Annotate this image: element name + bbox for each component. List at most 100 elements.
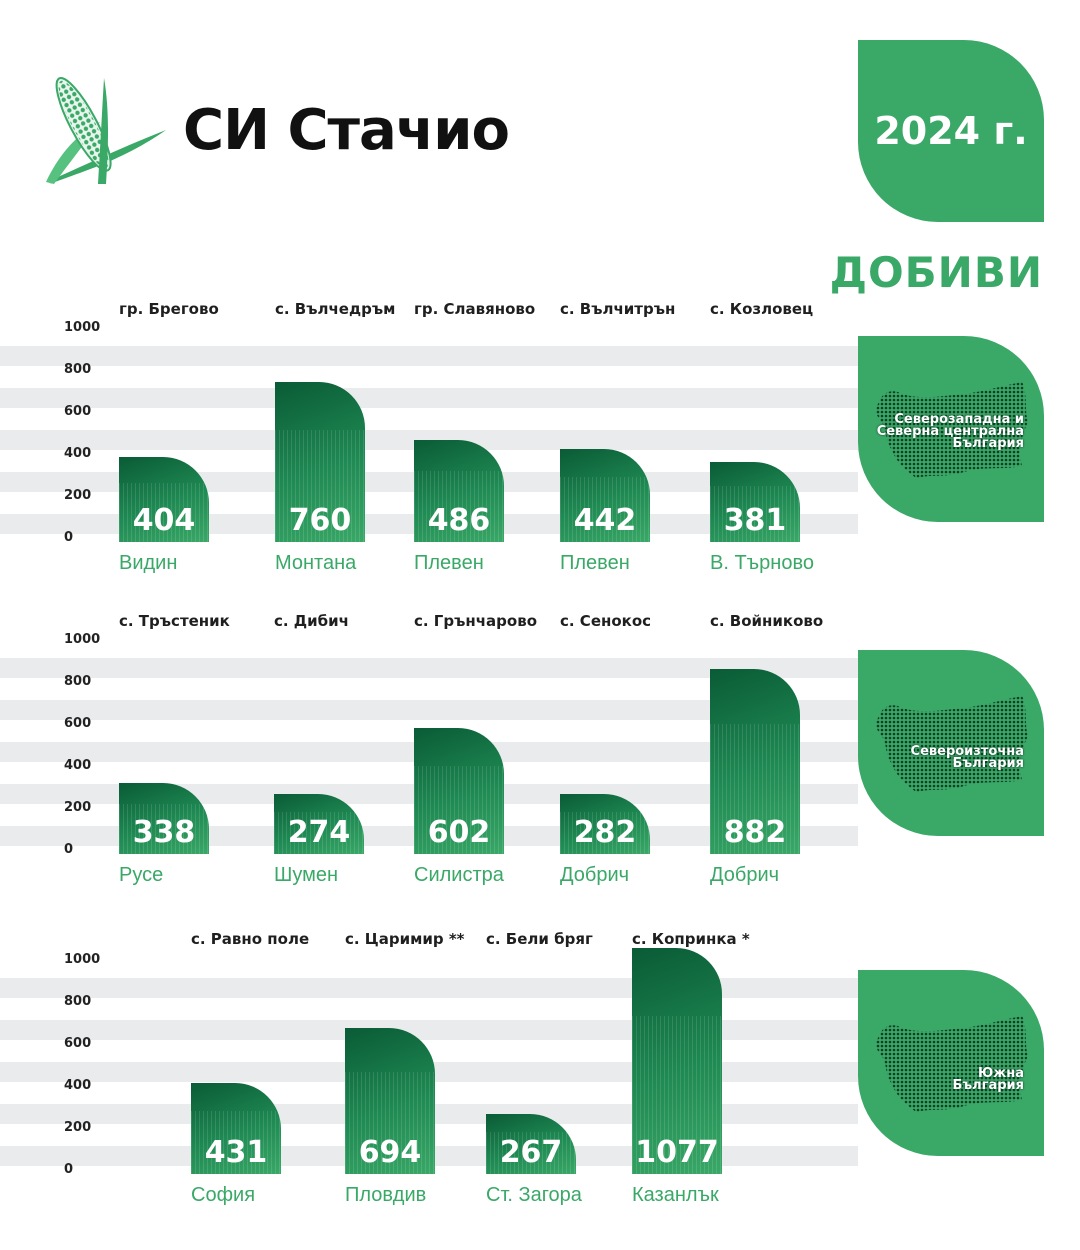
bar: 431 [191, 1083, 281, 1174]
y-tick-label: 0 [64, 1162, 74, 1177]
y-tick-label: 200 [64, 800, 92, 815]
village-label: гр. Брегово [119, 300, 219, 318]
village-label: с. Вълчедръм [275, 300, 396, 318]
y-tick-label: 1000 [64, 632, 101, 647]
region-badge: Североизточна България [858, 650, 1044, 836]
y-tick-label: 600 [64, 1036, 92, 1051]
region-badge: Северозападна и Северна централна България [858, 336, 1044, 522]
bar-value-label: 381 [723, 502, 787, 538]
category-label: Шумен [274, 864, 339, 886]
bar-value-label: 338 [132, 814, 196, 850]
bar-texture [710, 485, 800, 542]
village-label: с. Козловец [710, 300, 814, 318]
region-label: България [952, 436, 1024, 451]
bar: 404 [119, 457, 209, 542]
y-tick-label: 400 [64, 1078, 92, 1093]
bulgaria-map-icon [875, 696, 1028, 792]
y-tick-label: 600 [64, 404, 92, 419]
region-label: България [952, 756, 1024, 771]
bar-value-label: 442 [573, 502, 637, 538]
y-tick-label: 0 [64, 530, 74, 545]
bar-texture [274, 812, 364, 854]
year-badge: 2024 г. [858, 40, 1044, 222]
bar-texture [632, 1015, 722, 1174]
region-label: Северна централна [876, 424, 1024, 439]
bar: 694 [345, 1028, 435, 1174]
bulgaria-map-icon [875, 382, 1028, 478]
village-label: с. Тръстеник [119, 612, 230, 630]
y-tick-label: 400 [64, 758, 92, 773]
category-label: Видин [119, 552, 178, 574]
y-tick-label: 800 [64, 674, 92, 689]
category-label: Казанлък [632, 1184, 719, 1206]
bar-texture [486, 1132, 576, 1174]
bar-value-label: 274 [287, 815, 351, 850]
year-label: 2024 г. [874, 109, 1028, 153]
village-label: с. Сенокос [560, 612, 652, 630]
chart-panel-northwest: 1000 800 600 400 200 0 гр. Брегово 404 Видин с. В… [0, 296, 1080, 596]
bar-value-label: 486 [427, 502, 491, 538]
bar-texture [119, 482, 209, 542]
brand-name: СИ Стачио [183, 98, 510, 163]
bar-texture [119, 804, 209, 854]
chart-panel-northeast: 1000 800 600 400 200 0 с. Тръстеник 338 Русе с. Д… [0, 608, 1080, 908]
bar: 882 [710, 668, 800, 854]
category-label: Плевен [560, 552, 630, 574]
region-label: България [952, 1078, 1024, 1093]
bar-value-label: 404 [132, 502, 196, 538]
bar-value-label: 267 [499, 1135, 563, 1170]
grid-stripe [0, 346, 858, 366]
section-title: ДОБИВИ [829, 248, 1043, 297]
y-tick-label: 800 [64, 994, 92, 1009]
village-label: с. Равно поле [191, 930, 310, 948]
grid-stripe [0, 700, 858, 720]
category-label: София [191, 1184, 256, 1206]
y-tick-label: 0 [64, 842, 74, 857]
bar: 486 [414, 439, 504, 542]
category-label: Добрич [560, 864, 630, 886]
y-tick-label: 800 [64, 362, 92, 377]
village-label: с. Копринка * [632, 930, 750, 948]
village-label: с. Грънчарово [414, 612, 538, 630]
category-label: Пловдив [345, 1184, 427, 1206]
village-label: с. Дибич [274, 612, 349, 630]
category-label: Плевен [414, 552, 484, 574]
category-label: Силистра [414, 864, 504, 886]
village-label: с. Вълчитрън [560, 300, 676, 318]
village-label: гр. Славяново [414, 300, 536, 318]
bar: 282 [560, 794, 650, 854]
bar-value-label: 760 [288, 502, 352, 538]
grid-stripe [0, 388, 858, 408]
bar-value-label: 282 [573, 815, 637, 850]
region-label: Южна [978, 1066, 1024, 1081]
bar: 338 [119, 783, 209, 854]
bar-value-label: 694 [358, 1134, 422, 1170]
bar-value-label: 1077 [635, 1134, 719, 1170]
y-tick-label: 200 [64, 1120, 92, 1135]
bar-texture [414, 470, 504, 542]
region-label: Североизточна [910, 744, 1024, 759]
bar: 1077 [632, 947, 722, 1174]
category-label: Ст. Загора [486, 1184, 582, 1206]
grid-stripe [0, 978, 858, 998]
bar: 760 [275, 382, 365, 542]
village-label: с. Бели бряг [486, 930, 593, 948]
bar: 442 [560, 449, 650, 542]
corn-icon [46, 77, 166, 184]
bar: 602 [414, 727, 504, 854]
y-tick-label: 200 [64, 488, 92, 503]
bar-value-label: 431 [204, 1134, 268, 1170]
grid-stripe [0, 1020, 858, 1040]
bar-texture [560, 477, 650, 542]
bar-texture [191, 1110, 281, 1174]
category-label: Русе [119, 864, 164, 886]
region-label: Северозападна и [894, 412, 1024, 427]
category-label: Добрич [710, 864, 780, 886]
bar-texture [560, 812, 650, 854]
grid-stripe [0, 658, 858, 678]
bar-texture [414, 765, 504, 854]
y-tick-label: 400 [64, 446, 92, 461]
y-tick-label: 1000 [64, 320, 101, 335]
bulgaria-map-icon [875, 1016, 1028, 1112]
bar: 381 [710, 461, 800, 542]
